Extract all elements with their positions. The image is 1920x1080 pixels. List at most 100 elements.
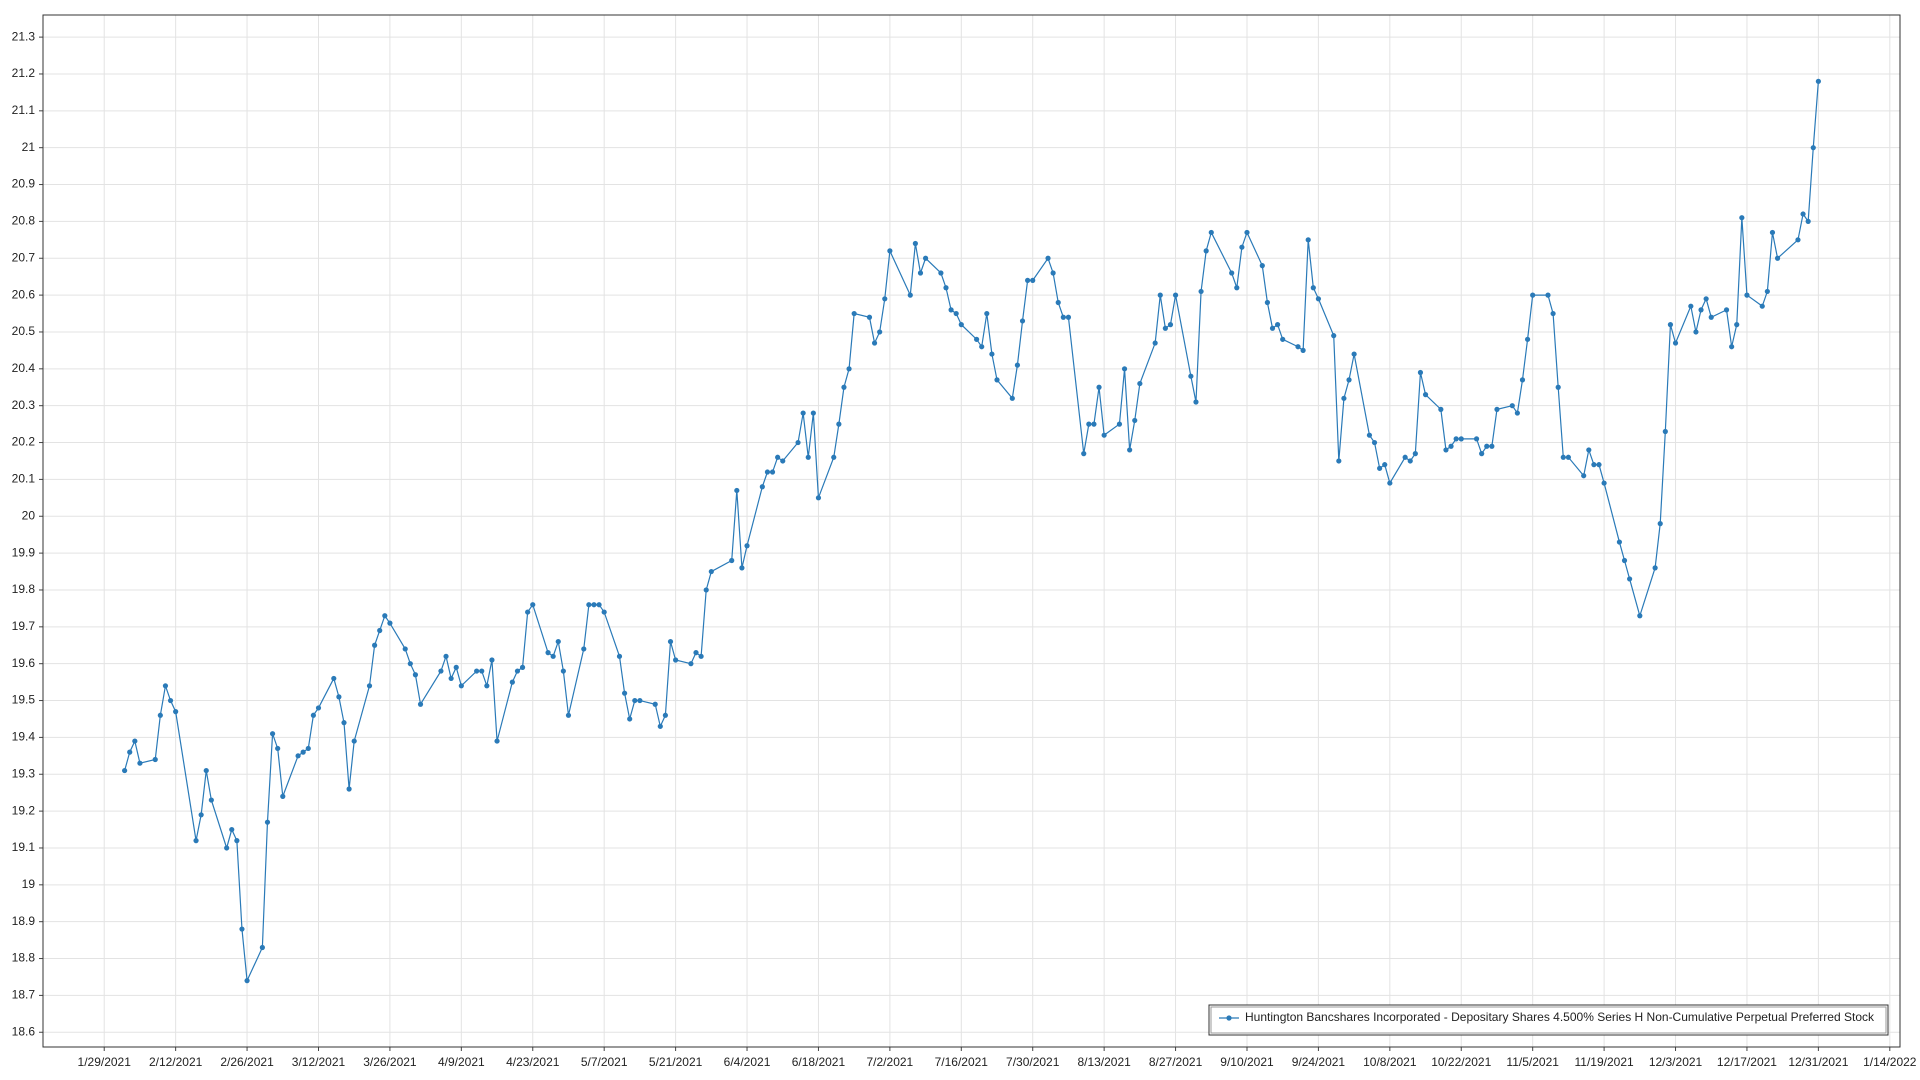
data-point [734,487,740,494]
x-tick-label: 1/14/2022 [1863,1055,1917,1069]
data-point [1514,410,1520,416]
x-tick-label: 1/29/2021 [78,1055,132,1069]
data-point [907,292,913,298]
data-point [1734,322,1740,328]
data-point [1744,292,1750,298]
data-point [1208,229,1214,236]
x-tick-label: 3/26/2021 [363,1055,417,1069]
y-tick-label: 18.8 [12,951,36,965]
data-point [1616,539,1623,545]
x-tick-label: 5/7/2021 [581,1055,628,1069]
data-point [1703,296,1709,302]
x-tick-label: 7/30/2021 [1006,1055,1060,1069]
data-point [591,602,597,608]
x-tick-label: 10/8/2021 [1363,1055,1417,1069]
data-point [494,738,500,744]
data-point [377,627,383,634]
data-point [632,697,638,704]
data-point [657,723,663,729]
data-point [729,557,735,564]
data-point [1519,377,1526,383]
data-point [295,753,301,759]
data-point [698,653,704,659]
data-point [1402,454,1408,460]
data-point [453,664,459,670]
data-point [953,310,959,317]
data-point [1091,421,1097,427]
data-point [1244,229,1250,236]
data-point [208,797,214,803]
data-point [1045,255,1051,261]
data-point [1382,462,1388,468]
data-point [1259,263,1265,269]
data-point [1239,244,1245,250]
x-tick-label: 4/9/2021 [438,1055,485,1069]
data-point [1050,270,1056,276]
data-point [1315,296,1322,302]
data-point [479,668,485,674]
y-tick-label: 19.5 [12,693,36,707]
legend-label: Huntington Bancshares Incorporated - Dep… [1245,1010,1875,1024]
data-point [948,307,954,313]
data-point [1377,465,1383,471]
data-point [1310,285,1316,291]
data-point [565,712,572,718]
data-point [917,270,924,276]
data-point [1586,447,1592,453]
data-point [1305,237,1311,243]
y-tick-label: 20.6 [12,287,36,301]
data-point [882,296,888,302]
plot-frame [42,14,1901,1048]
x-tick-label: 8/13/2021 [1077,1055,1131,1069]
data-point [938,270,944,276]
data-point [586,602,592,608]
data-point [300,749,306,755]
data-point [1479,451,1485,457]
y-tick-label: 20.8 [12,214,36,228]
data-point [127,749,133,755]
data-point [703,587,709,593]
data-point [831,454,837,460]
data-point [1484,443,1490,449]
data-point [280,793,286,799]
data-point [688,661,694,667]
data-point [912,240,918,247]
data-point [1596,462,1602,468]
y-tick-label: 19.8 [12,582,36,596]
data-point [846,366,852,372]
data-point [979,344,985,350]
data-point [1121,366,1128,372]
data-point [1157,292,1163,298]
data-point [530,602,536,608]
data-point [1774,255,1781,261]
x-tick-label: 7/16/2021 [935,1055,989,1069]
data-point [1688,303,1694,309]
data-point [1729,344,1735,350]
data-point [1800,211,1806,217]
data-point [1081,451,1087,457]
data-point [1652,565,1658,571]
data-point [1065,314,1072,320]
data-point [514,668,521,674]
data-point [1805,218,1811,224]
data-point [1458,436,1464,442]
data-point [259,944,265,951]
x-tick-label: 7/2/2021 [867,1055,914,1069]
y-tick-label: 19.2 [12,803,36,817]
data-point [167,697,174,704]
data-point [667,638,674,645]
data-point [974,336,980,342]
data-point [922,255,929,261]
series-line [124,81,1819,983]
data-point [341,720,347,726]
x-tick-label: 5/21/2021 [649,1055,703,1069]
data-point [601,609,607,615]
y-tick-label: 20.1 [12,472,36,486]
data-point [943,285,949,291]
data-point [1693,329,1699,335]
y-tick-label: 18.7 [12,988,36,1002]
x-tick-label: 10/22/2021 [1431,1055,1491,1069]
data-point [157,712,163,718]
data-point [1019,318,1026,324]
